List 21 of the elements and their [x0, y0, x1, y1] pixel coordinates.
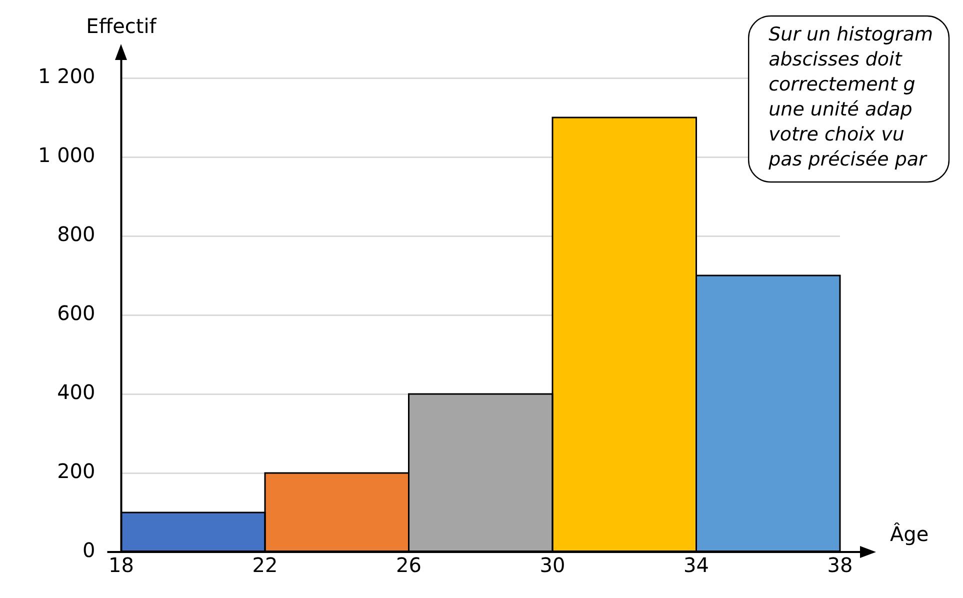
y-tick-label: 1 000	[38, 143, 96, 168]
annotation: votre choix vu	[768, 123, 904, 146]
y-tick-label: 400	[57, 380, 96, 404]
annotation: pas précisée par	[768, 148, 928, 170]
x-tick-label: 26	[396, 553, 422, 578]
y-tick-label: 1 200	[38, 64, 96, 88]
text: Sur un histogram	[768, 23, 934, 46]
annotation: correctement g	[768, 73, 916, 96]
y-axis-title: Effectif	[86, 14, 158, 38]
annotation: une unité adap	[768, 98, 912, 120]
y-tick-label: 800	[57, 222, 96, 246]
x-tick-label: 30	[540, 553, 566, 578]
x-tick-label: 34	[684, 553, 709, 578]
y-tick-label: 0	[82, 538, 96, 562]
x-tick-label: 18	[108, 553, 134, 578]
text: abscisses doit	[768, 48, 904, 70]
x-tick-label: 38	[827, 553, 853, 578]
y-tick-label: 200	[57, 459, 96, 484]
y-tick-label: 600	[57, 301, 96, 326]
x-tick-label: 22	[252, 553, 278, 578]
x-axis-title: Âge	[890, 522, 929, 546]
